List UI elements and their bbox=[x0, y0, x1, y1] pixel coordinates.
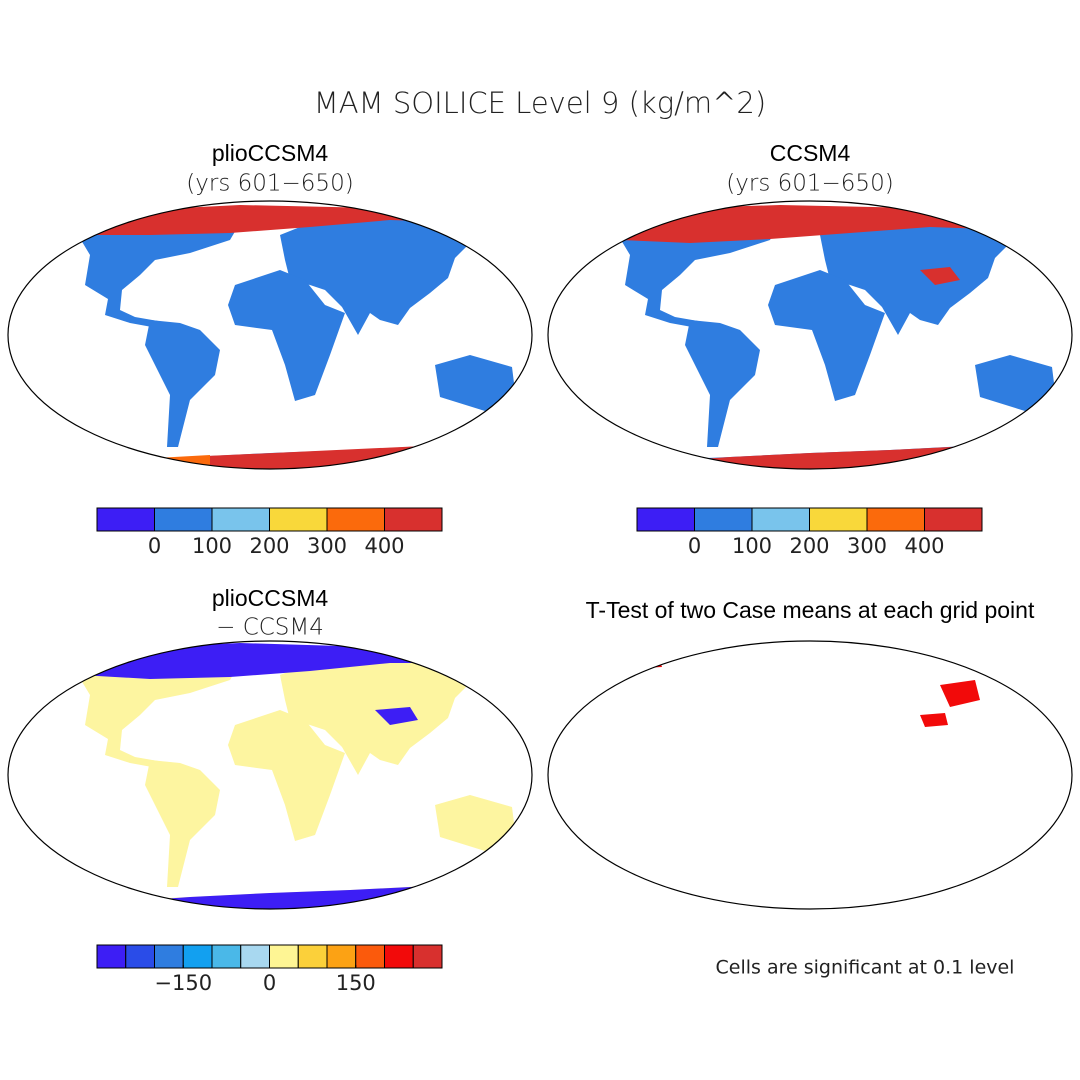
colorbar-box bbox=[182, 944, 213, 969]
colorbar-box bbox=[751, 507, 810, 532]
colorbar-box bbox=[412, 944, 443, 969]
colorbar-tick-label: 0 bbox=[263, 971, 276, 995]
colorbar: 0 100 200 300 400 bbox=[636, 507, 983, 558]
colorbar-tick-label: 100 bbox=[732, 534, 772, 558]
colorbar-box bbox=[211, 944, 242, 969]
colorbar-tick-label: 100 bbox=[192, 534, 232, 558]
colorbar-tick-label: 400 bbox=[364, 534, 404, 558]
panel-subtitle: − CCSM4 bbox=[216, 615, 324, 641]
colorbar-box bbox=[355, 944, 385, 969]
colorbar-box bbox=[240, 944, 270, 969]
colorbar-tick-label: 400 bbox=[904, 534, 944, 558]
colorbar-box bbox=[211, 507, 270, 532]
colorbar: 0 100 200 300 400 bbox=[96, 507, 443, 558]
colorbar-box bbox=[694, 507, 753, 532]
colorbar-box bbox=[809, 507, 868, 532]
map bbox=[547, 200, 1073, 470]
colorbar-tick-label: −150 bbox=[154, 971, 212, 995]
colorbar-tick-label: 300 bbox=[847, 534, 887, 558]
colorbar-tick-label: 200 bbox=[249, 534, 289, 558]
panel-title: CCSM4 bbox=[770, 140, 851, 166]
colorbar-tick-label: 0 bbox=[688, 534, 701, 558]
colorbar: −150 0 150 bbox=[96, 944, 443, 995]
colorbar-box bbox=[866, 507, 925, 532]
panel-title: plioCCSM4 bbox=[212, 585, 329, 611]
map bbox=[7, 200, 533, 470]
colorbar-box bbox=[924, 507, 983, 532]
colorbar-box bbox=[297, 944, 328, 969]
significance-note: Cells are significant at 0.1 level bbox=[716, 957, 1015, 979]
figure-title: MAM SOILICE Level 9 (kg/m^2) bbox=[314, 86, 766, 120]
panel-title: T-Test of two Case means at each grid po… bbox=[586, 597, 1035, 623]
panel-title: plioCCSM4 bbox=[212, 140, 329, 166]
colorbar-tick-label: 150 bbox=[336, 971, 376, 995]
colorbar-box bbox=[384, 944, 414, 969]
colorbar-tick-label: 200 bbox=[789, 534, 829, 558]
colorbar-box bbox=[154, 507, 213, 532]
colorbar-box bbox=[326, 507, 385, 532]
colorbar-box bbox=[636, 507, 695, 532]
colorbar-box bbox=[96, 507, 155, 532]
colorbar-box bbox=[326, 944, 357, 969]
map bbox=[7, 640, 533, 910]
colorbar-box bbox=[125, 944, 155, 969]
panel-subtitle: (yrs 601−650) bbox=[186, 171, 353, 197]
colorbar-tick-label: 0 bbox=[148, 534, 161, 558]
colorbar-box bbox=[384, 507, 443, 532]
colorbar-box bbox=[154, 944, 184, 969]
colorbar-box bbox=[96, 944, 127, 969]
map bbox=[547, 640, 1073, 910]
panel-subtitle: (yrs 601−650) bbox=[726, 171, 893, 197]
colorbar-box bbox=[269, 944, 299, 969]
colorbar-tick-label: 300 bbox=[307, 534, 347, 558]
colorbar-box bbox=[269, 507, 328, 532]
